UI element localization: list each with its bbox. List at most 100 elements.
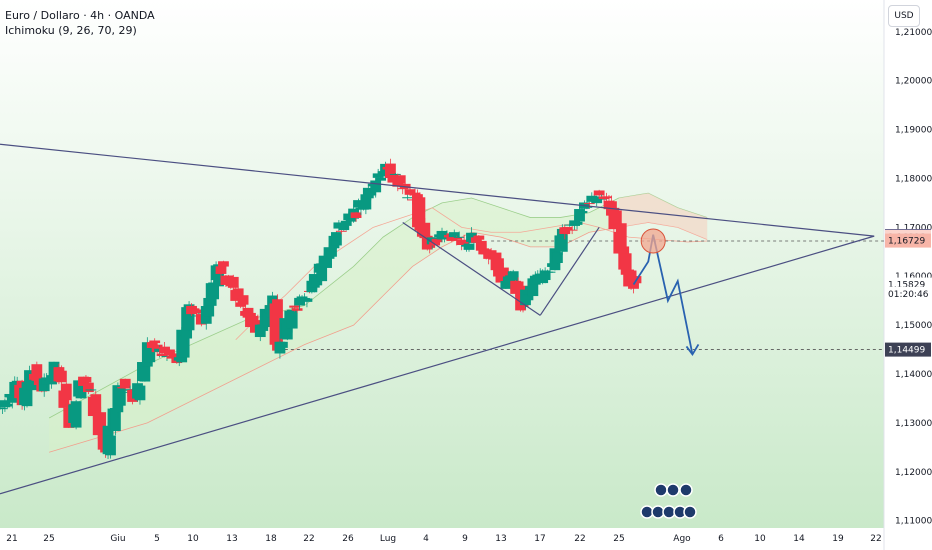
candle-body [559,227,571,235]
candle-body [149,340,161,344]
candle-body [294,297,305,306]
candle-body [38,378,50,392]
price-label: 1,15829 [888,281,925,291]
candle-body [601,196,612,199]
candle-body [156,353,168,357]
candle-body [593,190,605,196]
y-tick-label: 1,12000 [895,468,932,478]
candle-body [262,310,274,326]
candle-body [1,403,13,407]
x-tick-label: 22 [870,534,881,544]
candle-body [404,189,416,195]
plot-background [0,0,884,528]
y-tick-label: 1,20000 [895,77,932,87]
x-tick-label: 4 [423,534,429,544]
economic-event-icon [679,483,693,497]
x-tick-label: 25 [613,534,624,544]
candle-body [168,353,180,357]
candle-body [350,212,362,218]
candle-body [82,382,94,393]
x-tick-label: 13 [226,534,237,544]
candle-body [164,349,175,356]
y-tick-label: 1,15000 [895,321,932,331]
candle-body [114,387,126,406]
y-tick-label: 1,17000 [895,223,932,233]
x-tick-label: 21 [6,534,17,544]
y-tick-label: 1,16000 [895,272,932,282]
candle-body [215,266,227,274]
candle-body [316,263,328,282]
trendline [0,235,875,495]
candle-body [394,175,406,184]
candle-body [397,188,409,190]
x-tick-label: 10 [754,534,766,544]
candle-body [218,261,229,267]
candle-body [615,223,627,254]
symbol-title[interactable]: Euro / Dollaro · 4h · OANDA [5,9,155,22]
candle-body [166,356,178,359]
candle-body [6,395,18,403]
candle-body [409,192,421,196]
x-tick-label: 17 [534,534,545,544]
ichimoku-cloud [49,193,708,453]
candle-body [80,376,92,383]
indicator-label[interactable]: Ichimoku (9, 26, 70, 29) [5,24,137,37]
ichimoku-cloud-bearish [618,193,708,240]
candle-body [419,222,431,239]
candle-body [591,197,603,204]
candle-body [257,324,269,331]
candle-body [335,230,347,232]
candle-body [85,389,97,391]
x-tick-label: 5 [154,534,160,544]
x-tick-label: Lug [380,534,396,544]
candle-body [311,278,323,286]
candle-body [237,295,249,305]
price-label-box [885,286,931,301]
economic-event-icon [666,483,680,497]
candle-body [183,304,195,331]
candle-body [338,222,350,231]
price-label: 01:20:46 [888,290,929,300]
candle-body [628,281,639,289]
candle-body [385,163,396,179]
candle-body [451,237,463,240]
y-tick-label: 1,18000 [895,174,932,184]
candle-body [139,365,151,382]
candle-body [321,257,332,268]
candle-body [571,221,583,225]
candle-body [414,197,426,231]
candle-body [470,237,482,243]
trendline [539,226,600,316]
candle-body [574,209,585,222]
candle-body [105,435,116,456]
candle-body [507,271,519,285]
candle-body [448,232,460,238]
candle-body [522,294,534,301]
candle-body [213,264,224,287]
candle-body [46,375,57,385]
projection-arrowhead [685,343,700,357]
candle-body [544,271,556,273]
trendline [0,143,875,237]
time-scale-background [0,528,884,550]
economic-event-icon [683,505,697,519]
candle-body [289,305,301,308]
candle-body [90,394,102,416]
candle-body [276,341,288,348]
chart-legend: Euro / Dollaro · 4h · OANDA Ichimoku (9,… [5,8,155,38]
price-label: 1,16729 [888,237,925,247]
candle-body [26,372,38,391]
currency-button[interactable]: USD [888,5,920,27]
candle-body [552,252,563,264]
candle-body [21,382,33,407]
x-tick-label: 10 [187,534,199,544]
x-tick-label: Ago [673,534,691,544]
x-tick-label: Giu [110,534,125,544]
candle-body [55,370,67,383]
x-tick-label: 9 [462,534,468,544]
candle-body [439,237,450,240]
candle-body [203,297,215,317]
candle-body [242,307,254,318]
